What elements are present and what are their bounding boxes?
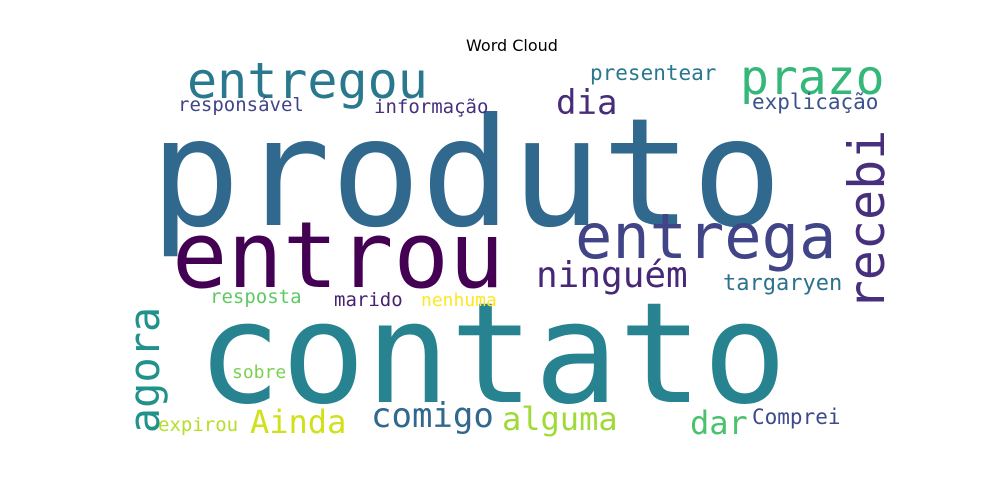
word-10: comigo [371, 396, 494, 436]
word-21: nenhuma [421, 290, 497, 311]
word-16: responsável [178, 94, 304, 116]
word-11: alguma [502, 400, 618, 438]
word-17: informação [374, 96, 488, 118]
word-23: expirou [158, 414, 238, 436]
word-7: agora [120, 307, 169, 433]
word-9: dia [556, 83, 617, 123]
word-24: Comprei [752, 405, 841, 429]
word-4: entregou [187, 52, 428, 110]
word-13: dar [690, 404, 748, 442]
word-19: resposta [210, 286, 302, 308]
word-1: contato [197, 273, 787, 436]
word-0: produto [150, 87, 782, 261]
word-3: entrega [575, 200, 836, 273]
word-2: entrou [172, 202, 504, 309]
word-18: targaryen [723, 271, 842, 296]
word-14: presentear [590, 61, 716, 85]
word-22: sobre [232, 362, 286, 383]
word-5: prazo [740, 50, 885, 106]
chart-title: Word Cloud [466, 36, 558, 55]
word-20: marido [334, 289, 403, 311]
word-12: Ainda [250, 403, 346, 441]
word-8: ninguém [536, 255, 688, 296]
word-15: explicação [752, 90, 878, 114]
word-6: recebi [838, 130, 896, 311]
